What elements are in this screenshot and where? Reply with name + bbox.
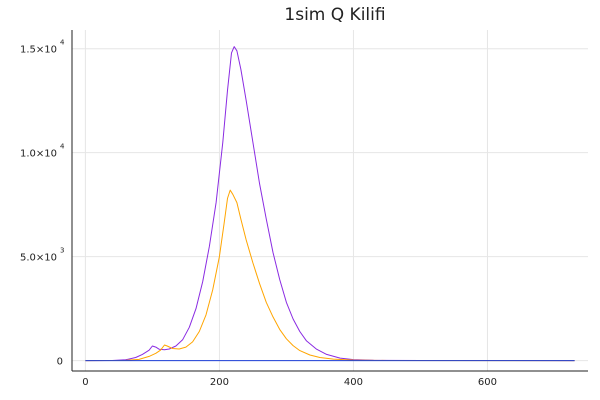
x-tick-labels: 0 200 400 600 (82, 377, 497, 388)
axes (71, 30, 588, 372)
y-tick-label: 1.0×104 (20, 143, 65, 160)
y-tick-label: 0 (57, 357, 63, 368)
y-tick-label: 5.0×103 (20, 247, 64, 264)
y-tick-exponent: 4 (60, 39, 65, 47)
y-tick-exponent: 4 (60, 143, 65, 151)
grid-lines (72, 30, 588, 371)
x-tick-label: 200 (210, 377, 229, 388)
x-tick-label: 400 (344, 377, 363, 388)
y-tick-mantissa: 0 (57, 357, 63, 368)
chart-title: 1sim Q Kilifi (284, 5, 385, 25)
series-line-2 (85, 189, 575, 362)
y-tick-label: 1.5×104 (20, 39, 65, 56)
y-tick-exponent: 3 (60, 247, 64, 255)
series-line-1 (85, 46, 575, 362)
x-tick-label: 600 (478, 377, 497, 388)
y-tick-mantissa: 1.0×10 (20, 149, 57, 160)
x-tick-label: 0 (82, 377, 88, 388)
y-tick-mantissa: 1.5×10 (20, 45, 57, 56)
y-tick-mantissa: 5.0×10 (20, 253, 57, 264)
series-lines (85, 46, 575, 362)
